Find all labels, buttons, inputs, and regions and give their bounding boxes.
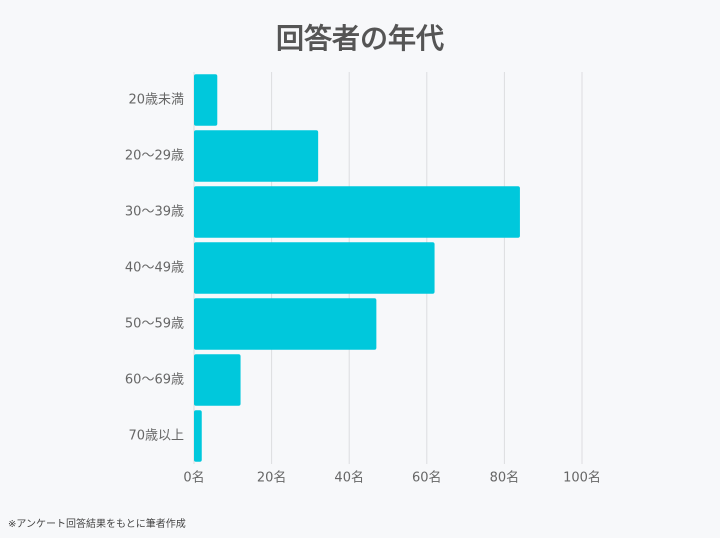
y-tick-label: 30〜39歳 [125,205,184,220]
x-tick-label: 0名 [183,470,204,486]
y-tick-label: 60〜69歳 [125,373,184,388]
bar [194,354,241,406]
bar [194,74,218,126]
x-tick-label: 60名 [412,470,442,486]
x-tick-label: 20名 [257,470,287,486]
x-tick-label: 100名 [563,470,601,486]
y-tick-label: 40〜49歳 [125,261,184,276]
bar [194,410,202,462]
bar [194,186,520,238]
y-tick-label: 20〜29歳 [125,149,184,164]
bar [194,130,319,182]
bar [194,298,377,350]
x-tick-label: 80名 [490,470,520,486]
y-tick-label: 70歳以上 [128,429,184,444]
y-tick-label: 20歳未満 [128,93,184,108]
x-tick-label: 40名 [334,470,364,486]
chart-title: 回答者の年代 [276,22,444,55]
bar [194,242,435,294]
y-tick-label: 50〜59歳 [125,317,184,332]
source-note: ※アンケート回答結果をもとに筆者作成 [8,517,186,530]
